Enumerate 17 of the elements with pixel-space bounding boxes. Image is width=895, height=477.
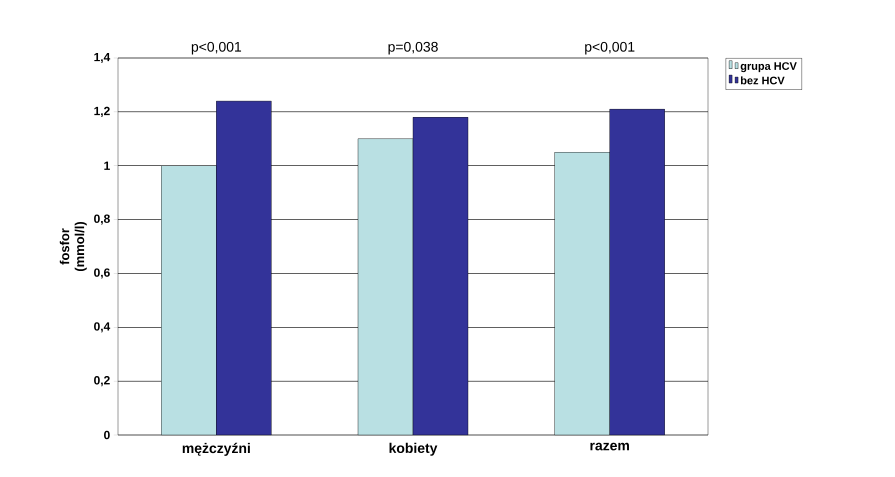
- x-tick-label: mężczyźni: [182, 442, 250, 456]
- y-tick-label: 1,4: [94, 52, 110, 64]
- y-tick-label: 0,2: [94, 376, 110, 386]
- y-tick-label: 1: [104, 162, 110, 170]
- y-tick-label: 0,6: [94, 268, 110, 279]
- text: p=0,038: [388, 42, 438, 54]
- y-axis-title: fosfor (mmol/l): [60, 222, 87, 272]
- y-tick-label: 0: [104, 430, 110, 440]
- y-tick-label: 0,4: [94, 322, 110, 332]
- text: p<0,001: [192, 42, 242, 54]
- legend-label: bez HCV: [740, 76, 785, 84]
- y-tick-label: 1,2: [94, 106, 110, 117]
- y-tick-label: 0,8: [94, 214, 110, 225]
- legend-label: grupa HCV: [740, 62, 797, 72]
- x-tick-label: razem: [590, 442, 629, 450]
- x-tick-label: kobiety: [390, 442, 438, 456]
- text: p<0,001: [585, 42, 634, 54]
